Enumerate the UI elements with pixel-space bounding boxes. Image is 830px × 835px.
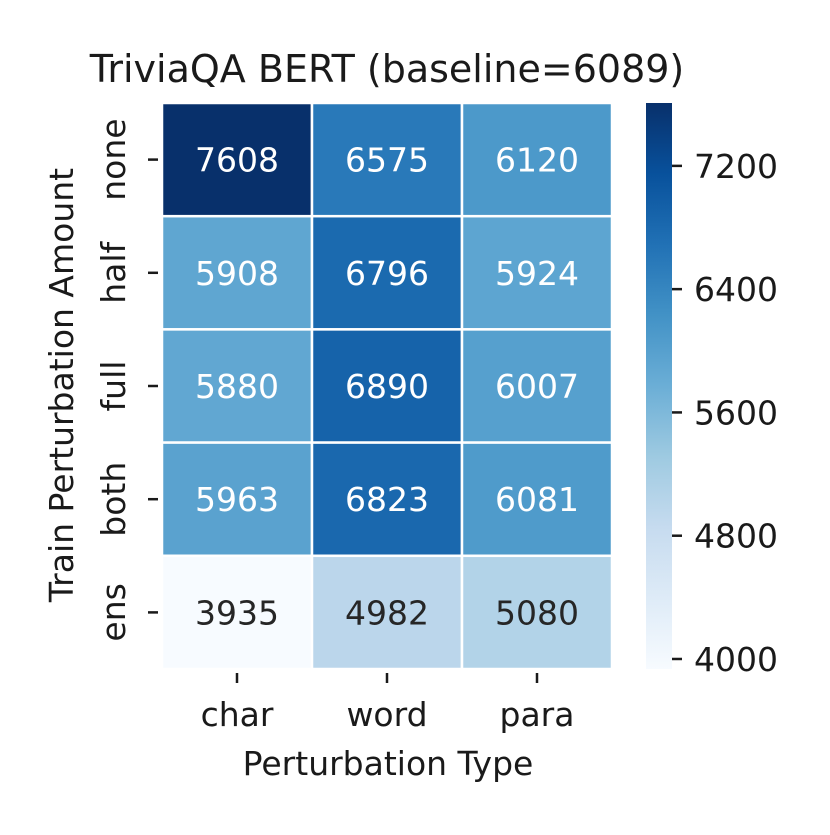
y-tick-label: none [94,118,133,200]
y-tick-label: half [94,240,133,303]
colorbar: 4000 4800 5600 6400 7200 [646,103,778,679]
cell-value-label: 6081 [495,480,579,519]
colorbar-tick-label: 6400 [694,270,778,309]
cell-value-label: 6796 [345,254,429,293]
y-tick-label: full [94,361,133,412]
x-axis-label: Perturbation Type [243,744,534,783]
cell-value-label: 5963 [195,480,279,519]
heatmap-cell [460,554,614,671]
x-axis: char word para [201,673,575,734]
cell-value-label: 6007 [495,367,579,406]
cell-value-label: 6120 [495,141,579,180]
chart-title: TriviaQA BERT (baseline=6089) [89,47,685,91]
cell-value-label: 6890 [345,367,429,406]
x-tick-label: para [500,695,575,734]
heatmap-cell [460,101,614,218]
heatmap-cell [160,554,314,671]
y-axis: none half full both ens [94,118,158,642]
heatmap-cell-labels: 7608 6575 6120 5908 6796 5924 5880 6890 6007 5963… [195,141,579,633]
heatmap-cell [160,101,314,218]
cell-value-label: 5924 [495,254,579,293]
cell-value-label: 6823 [345,480,429,519]
colorbar-tick-label: 7200 [694,147,778,186]
heatmap-cell [310,554,464,671]
y-tick-label: ens [94,583,133,641]
colorbar-tick-label: 4800 [694,517,778,556]
y-tick-label: both [94,462,133,537]
heatmap-cell [460,214,614,331]
heatmap-cell [160,441,314,558]
x-tick-label: word [346,695,427,734]
x-tick-label: char [201,695,274,734]
colorbar-tick-label: 5600 [694,393,778,432]
cell-value-label: 5908 [195,254,279,293]
heatmap-cell [310,101,464,218]
heatmap-cell [310,328,464,444]
cell-value-label: 7608 [195,141,279,180]
cell-value-label: 5880 [195,367,279,406]
cell-value-label: 3935 [195,593,279,632]
cell-value-label: 6575 [345,141,429,180]
y-axis-label: Train Perturbation Amount [42,168,81,603]
colorbar-tick-label: 4000 [694,640,778,679]
colorbar-gradient [646,103,672,669]
cell-value-label: 4982 [345,593,429,632]
heatmap-cell [460,441,614,558]
heatmap-cells [160,101,614,671]
cell-value-label: 5080 [495,593,579,632]
